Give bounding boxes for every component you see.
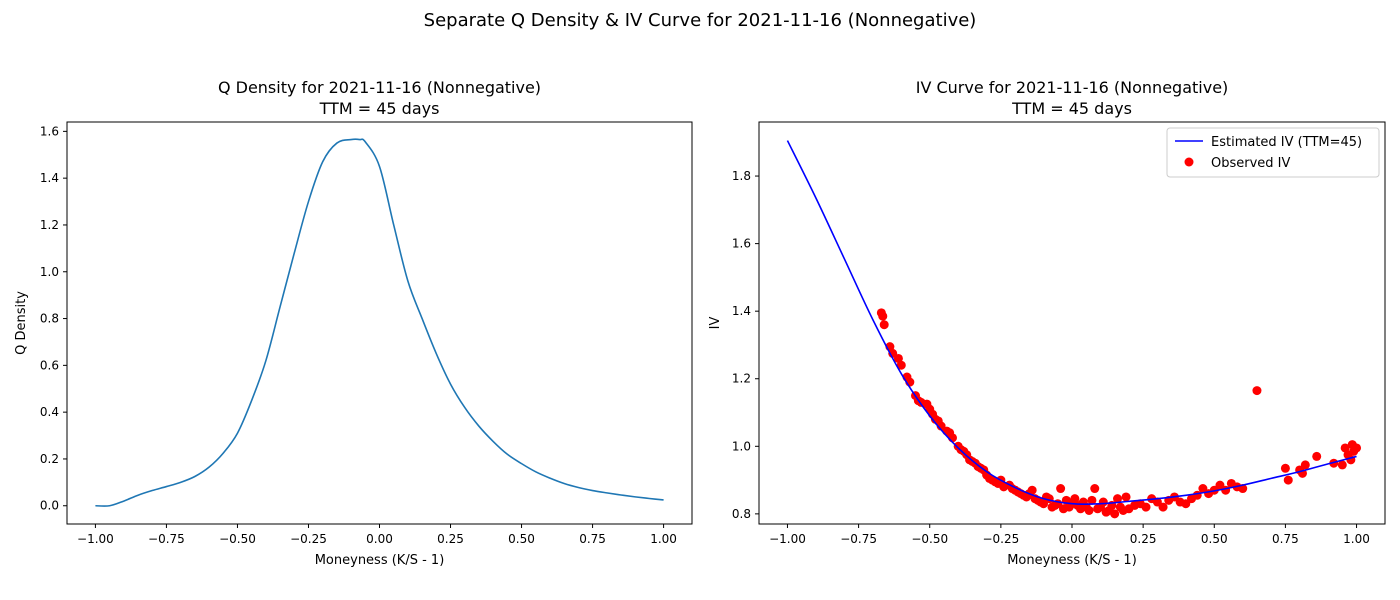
observed-iv-point — [896, 360, 906, 370]
iv-curve-x-tick-label: 1.00 — [1343, 532, 1370, 546]
q-density-axes-frame — [66, 121, 693, 525]
q-density-x-tick-label: 0.25 — [437, 532, 464, 546]
iv-curve-x-tick-label: −0.75 — [840, 532, 877, 546]
q-density-y-tick-label: 1.2 — [40, 218, 59, 232]
iv-curve-y-tick-label: 1.0 — [732, 439, 751, 453]
q-density-x-tick-label: 0.00 — [366, 532, 393, 546]
legend-label-estimated-iv: Estimated IV (TTM=45) — [1211, 135, 1362, 150]
iv-curve-x-tick-label: 0.75 — [1272, 532, 1299, 546]
q-density-y-tick-label: 0.8 — [40, 312, 59, 326]
observed-iv-point — [1070, 494, 1080, 504]
observed-iv-point — [1252, 386, 1262, 396]
q-density-y-tick-label: 1.0 — [40, 265, 59, 279]
q-density-x-tick-label: −1.00 — [77, 532, 114, 546]
iv-curve-axes-frame — [758, 121, 1386, 525]
figure-title: Separate Q Density & IV Curve for 2021-1… — [424, 10, 977, 31]
observed-iv-point — [893, 353, 903, 363]
q-density-x-tick-label: −0.75 — [148, 532, 185, 546]
q-density-x-tick-label: 0.75 — [579, 532, 606, 546]
observed-iv-point — [1121, 492, 1131, 502]
observed-iv-point — [1098, 497, 1108, 507]
observed-iv-point — [1280, 463, 1290, 473]
q-density-title: Q Density for 2021-11-16 (Nonnegative) — [218, 78, 541, 97]
legend-frame — [1166, 127, 1380, 178]
iv-curve-x-tick-label: 0.25 — [1130, 532, 1157, 546]
iv-curve-x-tick-label: 0.50 — [1201, 532, 1228, 546]
q-density-y-tick-label: 0.0 — [40, 499, 59, 513]
observed-iv-point — [1283, 475, 1293, 485]
q-density-subtitle: TTM = 45 days — [319, 99, 440, 118]
observed-iv-point — [1312, 451, 1322, 461]
legend-label-observed-iv: Observed IV — [1211, 156, 1291, 171]
legend-marker-swatch — [1184, 157, 1194, 167]
q-density-panel: Q Density for 2021-11-16 (Nonnegative) T… — [14, 78, 693, 568]
observed-iv-point — [1090, 484, 1100, 494]
q-density-y-tick-label: 0.6 — [40, 358, 59, 372]
observed-iv-point — [1056, 484, 1066, 494]
estimated-iv-line — [786, 140, 1357, 506]
iv-curve-y-tick-label: 1.8 — [732, 169, 751, 183]
observed-iv-point — [1141, 502, 1151, 512]
q-density-y-tick-label: 0.2 — [40, 452, 59, 466]
q-density-y-axis-label: Q Density — [14, 291, 29, 355]
iv-curve-panel: IV Curve for 2021-11-16 (Nonnegative) TT… — [708, 78, 1386, 568]
observed-iv-point — [1352, 443, 1362, 453]
q-density-x-axis-label: Moneyness (K/S - 1) — [315, 553, 445, 568]
iv-curve-x-axis-label: Moneyness (K/S - 1) — [1007, 553, 1137, 568]
observed-iv-point — [1337, 460, 1347, 470]
iv-curve-x-tick-label: 0.00 — [1059, 532, 1086, 546]
iv-curve-y-tick-label: 1.2 — [732, 372, 751, 386]
iv-curve-subtitle: TTM = 45 days — [1011, 99, 1132, 118]
observed-iv-point — [1300, 460, 1310, 470]
iv-curve-x-tick-label: −0.25 — [982, 532, 1019, 546]
q-density-y-tick-label: 1.4 — [40, 171, 59, 185]
observed-iv-point — [878, 311, 888, 321]
q-density-x-tick-label: 0.50 — [508, 532, 535, 546]
observed-iv-point — [1340, 443, 1350, 453]
q-density-y-tick-label: 1.6 — [40, 124, 59, 138]
observed-iv-point — [1110, 509, 1120, 519]
observed-iv-point — [879, 320, 889, 330]
observed-iv-point — [1158, 502, 1168, 512]
iv-curve-y-tick-label: 1.4 — [732, 304, 751, 318]
iv-curve-y-tick-label: 1.6 — [732, 237, 751, 251]
q-density-y-tick-label: 0.4 — [40, 405, 59, 419]
observed-iv-point — [1027, 485, 1037, 495]
iv-legend: Estimated IV (TTM=45) Observed IV — [1166, 127, 1380, 178]
iv-curve-x-tick-label: −1.00 — [769, 532, 806, 546]
observed-iv-point — [1113, 494, 1123, 504]
q-density-x-tick-label: −0.50 — [219, 532, 256, 546]
q-density-x-tick-label: 1.00 — [650, 532, 677, 546]
iv-curve-title: IV Curve for 2021-11-16 (Nonnegative) — [916, 78, 1229, 97]
observed-iv-point — [1084, 505, 1094, 515]
q-density-x-tick-label: −0.25 — [290, 532, 327, 546]
iv-curve-x-tick-label: −0.50 — [911, 532, 948, 546]
iv-curve-y-tick-label: 0.8 — [732, 507, 751, 521]
observed-iv-point — [1087, 495, 1097, 505]
iv-curve-y-axis-label: IV — [708, 317, 723, 330]
q-density-line — [95, 138, 664, 507]
